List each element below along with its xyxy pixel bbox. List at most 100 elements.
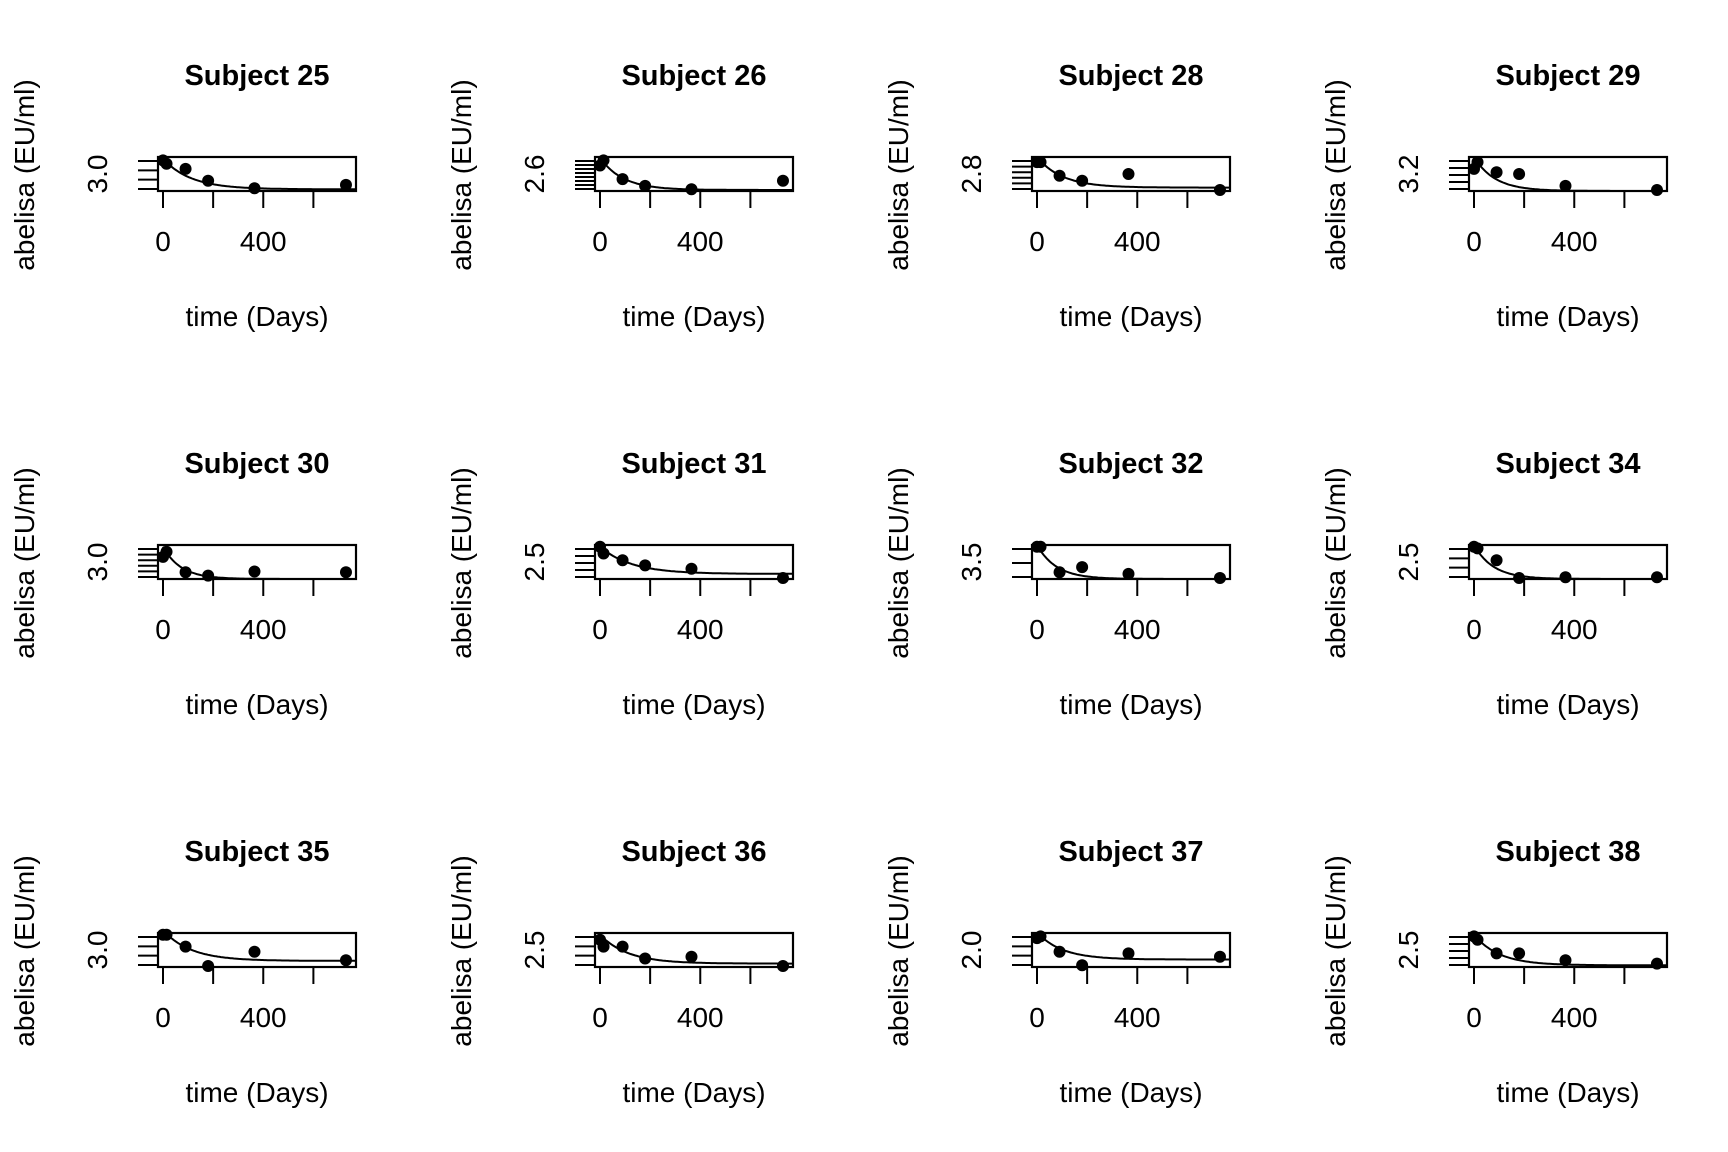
fit-curve xyxy=(1036,545,1230,579)
data-point xyxy=(1122,947,1135,960)
data-point xyxy=(776,960,789,972)
panel-subject-25: Subject 25 0 400 3.0 abelisa (EU/ml) time (Da… xyxy=(9,60,358,332)
y-axis-label: abelisa (EU/ml) xyxy=(9,467,40,658)
data-point xyxy=(1122,567,1135,580)
data-point xyxy=(1513,572,1526,584)
x-axis-label: time (Days) xyxy=(1059,301,1202,332)
y-axis-label: abelisa (EU/ml) xyxy=(883,855,914,1046)
data-point xyxy=(202,960,215,972)
y-tick-label: 3.5 xyxy=(956,543,987,582)
fit-curve xyxy=(164,933,356,962)
data-point xyxy=(1471,156,1484,169)
y-tick-label: 2.8 xyxy=(956,155,987,194)
panel-subject-36: Subject 36 0 400 2.5 abelisa (EU/ml) time (Da… xyxy=(446,836,795,1108)
x-tick-label: 400 xyxy=(240,226,287,257)
panel-subject-34: Subject 34 0 400 2.5 abelisa (EU/ml) time (Da… xyxy=(1320,448,1669,720)
data-point xyxy=(1513,947,1526,960)
data-point xyxy=(1650,571,1663,584)
panel-subject-35: Subject 35 0 400 3.0 abelisa (EU/ml) time (Da… xyxy=(9,836,358,1108)
panel-subject-26: Subject 26 0 400 2.6 abelisa (EU/ml) time (Da… xyxy=(446,60,795,332)
fit-curve xyxy=(599,157,793,191)
data-point xyxy=(1471,933,1484,946)
data-point xyxy=(639,559,652,572)
x-tick-label: 400 xyxy=(677,1002,724,1033)
data-point xyxy=(1053,566,1066,579)
data-point xyxy=(160,157,173,170)
data-point xyxy=(1034,930,1047,943)
x-axis-label: time (Days) xyxy=(1496,1077,1639,1108)
x-axis-label: time (Days) xyxy=(622,301,765,332)
x-axis-label: time (Days) xyxy=(1496,689,1639,720)
data-point xyxy=(248,182,261,195)
x-tick-label: 0 xyxy=(1466,1002,1482,1033)
data-point xyxy=(776,174,789,187)
x-axis-label: time (Days) xyxy=(185,689,328,720)
data-point xyxy=(1122,168,1135,180)
fit-curve xyxy=(1036,933,1230,961)
panel-title: Subject 32 xyxy=(1058,448,1203,480)
data-point xyxy=(685,183,698,196)
x-tick-label: 0 xyxy=(592,614,608,645)
y-tick-label: 3.0 xyxy=(82,931,113,970)
x-tick-label: 400 xyxy=(1551,226,1598,257)
panel-subject-38: Subject 38 0 400 2.5 abelisa (EU/ml) time (Da… xyxy=(1320,836,1669,1108)
data-point xyxy=(160,545,173,558)
panel-subject-32: Subject 32 0 400 3.5 abelisa (EU/ml) time (Da… xyxy=(883,448,1232,720)
data-point xyxy=(776,572,789,584)
data-point xyxy=(597,940,610,953)
data-point xyxy=(639,179,652,192)
y-tick-label: 3.0 xyxy=(82,155,113,194)
panel-subject-30: Subject 30 0 400 3.0 abelisa (EU/ml) time (Da… xyxy=(9,448,358,720)
panel-title: Subject 31 xyxy=(621,448,766,480)
data-point xyxy=(1076,174,1089,187)
y-tick-label: 2.6 xyxy=(519,155,550,194)
y-axis-label: abelisa (EU/ml) xyxy=(9,855,40,1046)
x-axis-label: time (Days) xyxy=(185,301,328,332)
x-tick-label: 0 xyxy=(592,1002,608,1033)
data-point xyxy=(1513,168,1526,180)
fit-curve xyxy=(162,158,356,191)
x-tick-label: 400 xyxy=(1114,1002,1161,1033)
y-axis-label: abelisa (EU/ml) xyxy=(446,79,477,270)
panel-title: Subject 36 xyxy=(621,836,766,868)
data-point xyxy=(616,940,629,953)
panel-subject-28: Subject 28 0 400 2.8 abelisa (EU/ml) time (Da… xyxy=(883,60,1232,332)
data-point xyxy=(1490,947,1503,960)
x-axis-label: time (Days) xyxy=(1496,301,1639,332)
data-point xyxy=(339,954,352,967)
fit-curve xyxy=(162,546,356,579)
x-tick-label: 0 xyxy=(1466,226,1482,257)
x-tick-label: 400 xyxy=(240,1002,287,1033)
panel-title: Subject 25 xyxy=(184,60,329,92)
data-point xyxy=(248,945,261,958)
y-axis-label: abelisa (EU/ml) xyxy=(1320,79,1351,270)
data-point xyxy=(685,950,698,963)
x-tick-label: 400 xyxy=(1114,614,1161,645)
data-point xyxy=(339,178,352,191)
data-point xyxy=(1053,945,1066,958)
data-point xyxy=(179,162,192,175)
x-tick-label: 0 xyxy=(592,226,608,257)
fit-curve xyxy=(1473,545,1667,579)
x-tick-label: 400 xyxy=(1551,614,1598,645)
data-point xyxy=(1213,184,1226,196)
data-point xyxy=(202,174,215,187)
data-point xyxy=(597,154,610,167)
panel-title: Subject 34 xyxy=(1495,448,1640,480)
y-tick-label: 2.0 xyxy=(956,931,987,970)
panel-title: Subject 38 xyxy=(1495,836,1640,868)
data-point xyxy=(160,928,173,941)
panel-subject-31: Subject 31 0 400 2.5 abelisa (EU/ml) time (Da… xyxy=(446,448,795,720)
fit-curve xyxy=(1473,934,1667,967)
data-point xyxy=(1213,950,1226,963)
data-point xyxy=(339,566,352,579)
y-axis-label: abelisa (EU/ml) xyxy=(1320,855,1351,1046)
data-point xyxy=(179,566,192,579)
x-axis-label: time (Days) xyxy=(622,1077,765,1108)
data-point xyxy=(1650,184,1663,196)
fit-curve xyxy=(599,933,793,965)
data-point xyxy=(1559,954,1572,967)
x-tick-label: 0 xyxy=(155,614,171,645)
y-axis-label: abelisa (EU/ml) xyxy=(883,467,914,658)
